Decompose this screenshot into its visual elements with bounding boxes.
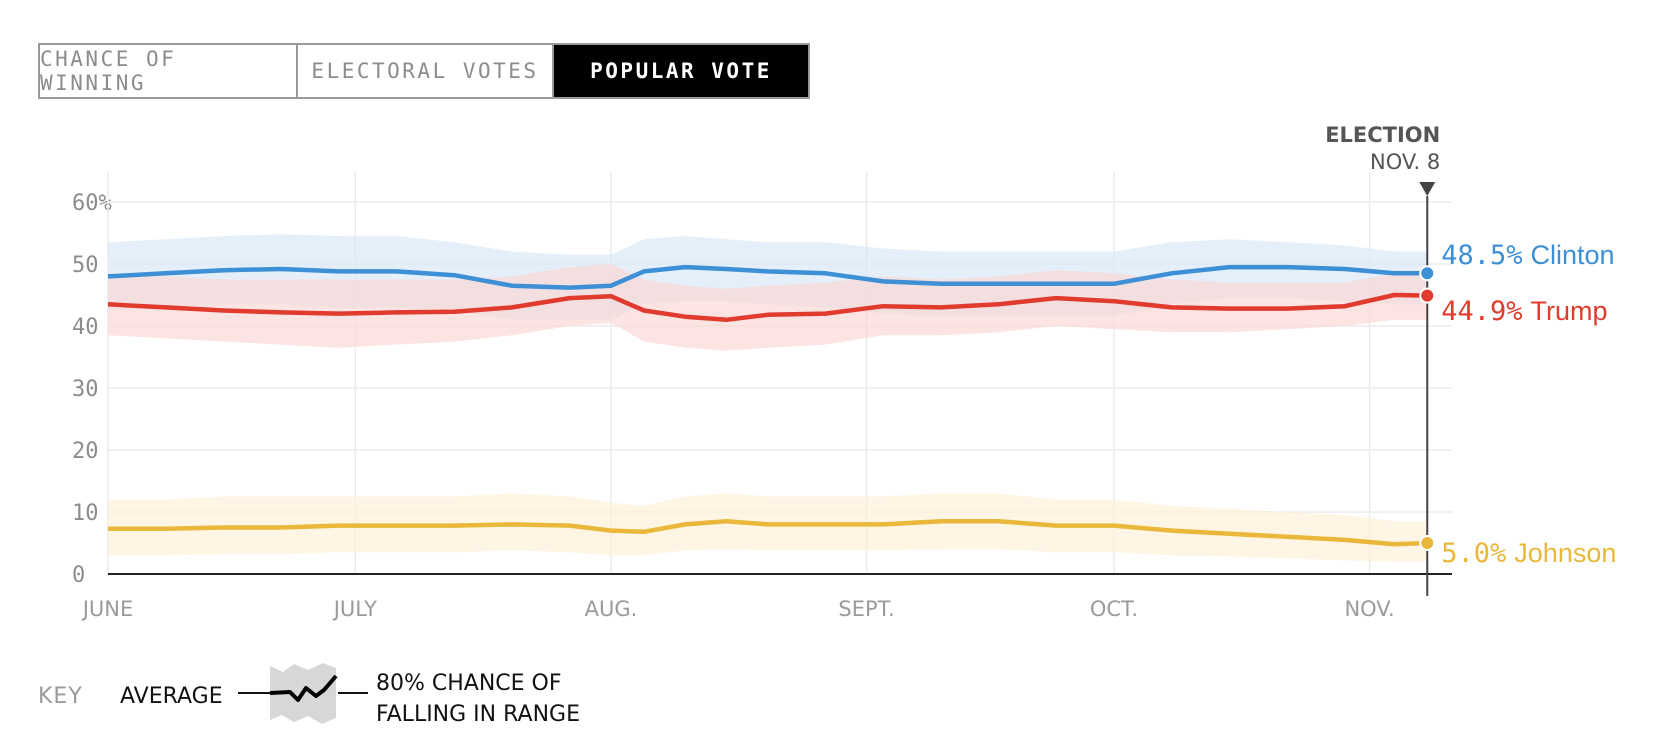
x-tick-label: SEPT. [838, 597, 894, 621]
y-tick-label: 0 [72, 563, 85, 588]
election-marker-arrow [1419, 182, 1436, 196]
x-tick-label: AUG. [585, 597, 638, 621]
y-tick-label: 40 [72, 315, 99, 340]
key-label: KEY [38, 684, 83, 709]
end-point-clinton [1419, 265, 1436, 282]
x-tick-label: JUNE [81, 597, 134, 621]
range-band-johnson [108, 493, 1428, 562]
series-line-trump [107, 292, 1428, 323]
chart-mode-tabs: CHANCE OF WINNING ELECTORAL VOTES POPULA… [38, 43, 810, 99]
end-value-trump: 44.9% [1441, 296, 1522, 327]
x-tick-label: OCT. [1090, 597, 1138, 621]
series-line-clinton [107, 264, 1428, 290]
end-name-johnson: Johnson [1514, 538, 1616, 568]
tab-electoral-votes[interactable]: ELECTORAL VOTES [296, 45, 552, 97]
election-marker-title: ELECTION [1325, 123, 1440, 147]
end-name-clinton: Clinton [1531, 240, 1615, 270]
x-tick-label: NOV. [1344, 597, 1394, 621]
key-legend-graphic [238, 663, 368, 724]
end-label-johnson: 5.0% Johnson [1441, 538, 1616, 569]
key-average-label: AVERAGE [120, 684, 223, 709]
end-label-clinton: 48.5% Clinton [1441, 240, 1614, 271]
key-range-line1: 80% CHANCE OF [376, 671, 562, 696]
series-line-johnson [108, 519, 1428, 547]
key-range-label: 80% CHANCE OF FALLING IN RANGE [376, 668, 636, 730]
y-tick-label: 30 [72, 377, 99, 402]
end-label-trump: 44.9% Trump [1441, 296, 1607, 327]
tab-chance-of-winning[interactable]: CHANCE OF WINNING [40, 45, 296, 97]
election-marker-date: NOV. 8 [1370, 150, 1440, 174]
y-tick-label: 10 [72, 501, 99, 526]
y-tick-label: 60% [72, 191, 112, 216]
end-point-johnson [1419, 535, 1436, 551]
key-average-line-icon [269, 674, 338, 702]
end-point-trump [1419, 287, 1436, 304]
y-tick-label: 20 [72, 439, 99, 464]
x-tick-label: JULY [332, 597, 377, 621]
y-tick-label: 50 [72, 253, 99, 278]
key-range-line2: FALLING IN RANGE [376, 702, 580, 727]
end-value-clinton: 48.5% [1441, 240, 1522, 271]
end-name-trump: Trump [1531, 296, 1608, 326]
tab-popular-vote[interactable]: POPULAR VOTE [552, 45, 808, 97]
end-value-johnson: 5.0% [1441, 538, 1506, 569]
popular-vote-chart: 0 10 20 30 40 50 60% JUNE JULY AUG. SEPT. OCT. NOV. E… [72, 123, 1616, 621]
